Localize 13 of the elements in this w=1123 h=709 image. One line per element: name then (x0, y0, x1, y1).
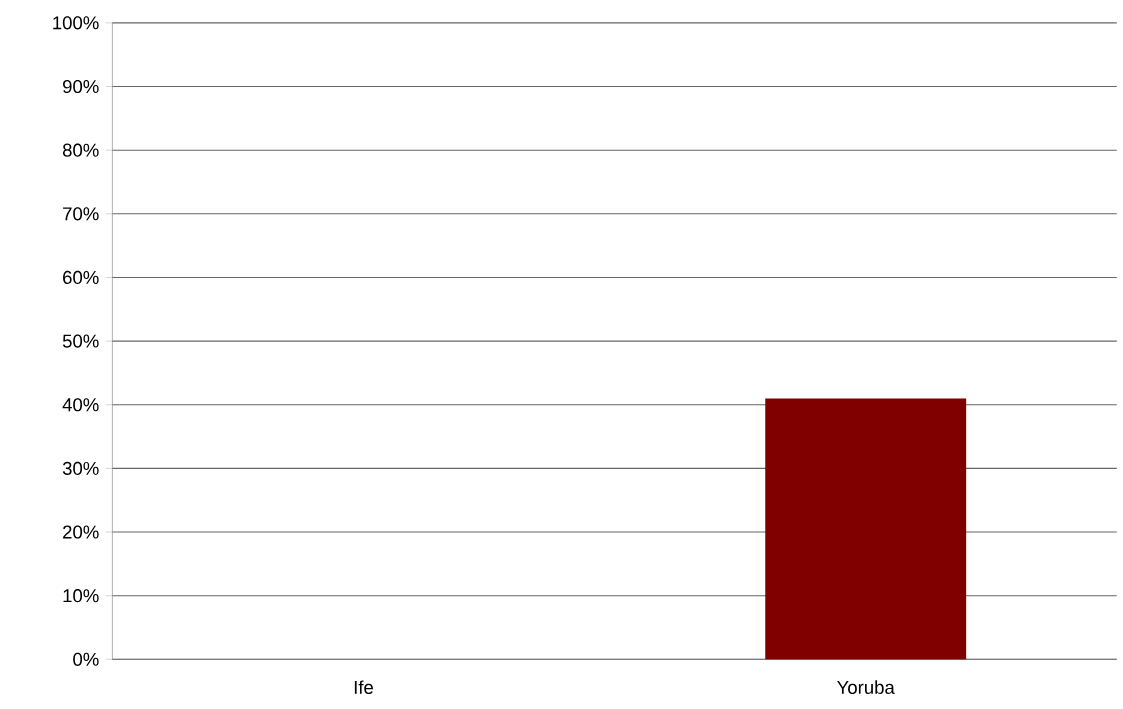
y-tick-label: 80% (62, 143, 99, 157)
x-tick-label: Yoruba (837, 680, 895, 694)
x-tick-label: Ife (354, 680, 373, 694)
y-tick-label: 30% (62, 461, 99, 475)
y-tick-label: 50% (62, 334, 99, 348)
y-tick-label: 10% (63, 589, 99, 603)
y-tick-label: 20% (63, 525, 99, 539)
y-tick-label: 70% (63, 207, 99, 221)
y-tick-label: 40% (62, 398, 99, 412)
y-tick-label: 100% (53, 16, 99, 30)
y-tick-label: 90% (63, 79, 99, 94)
y-tick-label: 0% (73, 652, 99, 666)
y-tick-label: 60% (63, 270, 99, 284)
